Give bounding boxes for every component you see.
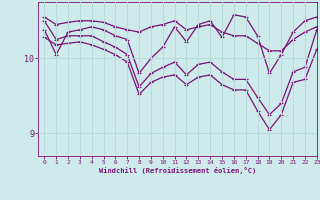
X-axis label: Windchill (Refroidissement éolien,°C): Windchill (Refroidissement éolien,°C): [99, 167, 256, 174]
